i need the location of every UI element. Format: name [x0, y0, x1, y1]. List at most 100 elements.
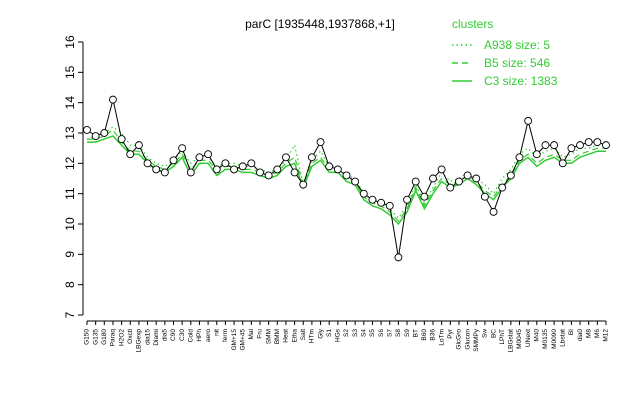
data-point	[273, 165, 282, 174]
legend-label: B5 size: 546	[484, 56, 550, 70]
x-tick-label: M40	[534, 329, 541, 342]
y-tick-label: 15	[63, 65, 77, 79]
x-tick-label: S2	[343, 329, 350, 337]
x-tick-label: BT	[412, 329, 419, 337]
x-tick-label: S4	[361, 329, 368, 337]
x-tick-label: Mal	[248, 328, 255, 339]
data-point	[506, 171, 515, 180]
x-tick-label: dia5	[162, 329, 169, 342]
x-tick-label: GM+45	[239, 329, 246, 351]
data-point	[299, 180, 308, 189]
data-point	[446, 183, 455, 192]
x-axis: G150 G135 G180 Paraq H2O2 Oxctl LBGexp dia15 Dia…	[84, 320, 610, 353]
data-point	[316, 138, 325, 147]
x-tick-label: Pyr	[447, 328, 454, 339]
x-tick-label: LBGstat	[508, 329, 515, 353]
x-tick-label: Oxctl	[127, 328, 134, 343]
data-point	[489, 207, 498, 216]
x-tick-label: aero	[205, 329, 212, 342]
x-tick-label: SMM	[265, 329, 272, 344]
data-point	[342, 171, 351, 180]
data-point	[498, 183, 507, 192]
data-point	[307, 153, 316, 162]
data-point	[264, 171, 273, 180]
x-tick-label: M0090	[551, 329, 558, 349]
x-tick-label: GM+15	[231, 329, 238, 351]
x-tick-label: HTm	[309, 329, 316, 343]
data-point	[429, 174, 437, 183]
data-point	[576, 141, 584, 150]
y-tick-label: 16	[63, 35, 77, 49]
x-tick-label: G180	[101, 329, 108, 345]
x-tick-label: Etha	[291, 329, 298, 343]
x-tick-label: HGs	[335, 328, 342, 342]
x-tick-label: HPh	[196, 329, 203, 342]
x-tick-label: M6	[594, 329, 601, 338]
data-point	[411, 177, 420, 186]
data-point	[359, 189, 368, 198]
x-tick-label: Glucon	[464, 329, 471, 350]
x-tick-label: G150	[84, 329, 91, 345]
x-tick-label: S7	[386, 329, 393, 337]
data-point	[403, 195, 411, 204]
data-point	[541, 141, 550, 150]
data-point	[584, 138, 593, 147]
data-point	[126, 150, 135, 159]
x-tick-label: SMMPy	[473, 328, 480, 352]
y-tick-label: 9	[63, 251, 77, 258]
x-tick-label: S6	[378, 329, 385, 337]
x-tick-label: Sw	[482, 329, 489, 338]
data-point	[247, 159, 256, 168]
x-tick-label: ferm	[222, 329, 229, 342]
data-point	[83, 126, 91, 134]
x-tick-label: Salt	[300, 329, 307, 340]
data-point	[515, 153, 524, 162]
data-point	[325, 162, 334, 171]
x-tick-label: M8	[585, 329, 592, 338]
chart-title: parC [1935448,1937868,+1]	[245, 17, 395, 31]
x-tick-label: Paraq	[110, 329, 117, 347]
x-tick-label: C30	[179, 329, 186, 341]
data-point	[230, 165, 239, 174]
y-tick-label: 7	[63, 311, 77, 318]
data-point	[567, 144, 576, 153]
data-point	[108, 95, 117, 104]
data-point	[178, 144, 187, 153]
data-point	[134, 141, 143, 150]
data-point	[290, 168, 299, 177]
legend-label: A938 size: 5	[484, 38, 550, 52]
x-tick-label: BI	[568, 329, 575, 335]
x-tick-label: Gly	[317, 328, 324, 339]
x-tick-label: LBGexp	[136, 329, 143, 353]
data-point	[437, 165, 446, 174]
main-series	[83, 95, 610, 262]
data-point	[558, 159, 567, 168]
x-tick-label: H2O2	[118, 329, 125, 346]
data-point	[143, 159, 152, 168]
x-tick-label: LoTm	[438, 329, 445, 346]
data-point	[152, 165, 161, 174]
data-point	[472, 174, 481, 183]
data-point	[463, 171, 472, 180]
data-point	[282, 153, 290, 162]
data-point	[480, 192, 489, 201]
x-tick-label: nit	[213, 329, 220, 336]
data-point	[238, 162, 247, 171]
data-point	[117, 135, 126, 144]
x-tick-label: C90	[170, 329, 177, 341]
legend-label: C3 size: 1383	[484, 74, 558, 88]
data-point	[593, 138, 602, 147]
y-tick-label: 8	[63, 281, 77, 288]
x-tick-label: M0045	[516, 329, 523, 349]
data-point	[550, 141, 559, 150]
x-tick-label: B60	[421, 329, 428, 341]
data-point	[455, 177, 463, 186]
data-point	[385, 201, 394, 210]
x-tick-label: GlcGro	[456, 329, 463, 350]
data-point	[212, 165, 221, 174]
y-tick-label: 10	[63, 217, 77, 231]
x-tick-label: Fru	[257, 329, 264, 339]
legend: clusters A938 size: 5 B5 size: 546 C3 size…	[452, 17, 558, 88]
x-tick-label: S5	[369, 329, 376, 337]
